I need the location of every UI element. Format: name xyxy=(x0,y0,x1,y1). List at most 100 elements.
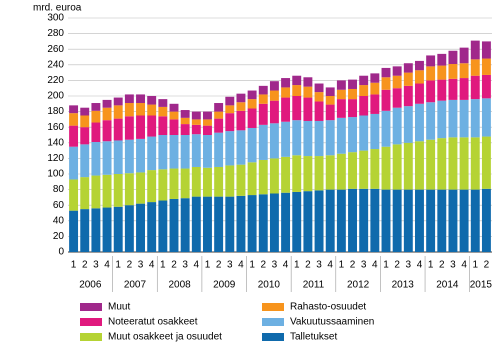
bar-segment xyxy=(225,196,235,252)
legend-swatch xyxy=(80,303,102,311)
x-tick-label: 3 xyxy=(361,260,367,271)
bar-segment xyxy=(470,40,480,60)
bar-segment xyxy=(269,100,279,124)
bar-segment xyxy=(303,156,313,192)
bar-segment xyxy=(437,138,447,190)
bar-segment xyxy=(303,86,313,98)
bar-segment xyxy=(269,158,279,194)
bar-segment xyxy=(225,165,235,197)
bar-segment xyxy=(124,116,134,140)
bar-segment xyxy=(281,78,291,88)
bar-segment xyxy=(214,118,224,133)
bar-segment xyxy=(158,135,168,170)
legend-label: Talletukset xyxy=(290,332,337,343)
bar-segment xyxy=(180,198,190,252)
bar-segment xyxy=(69,146,79,180)
x-tick-label: 2 xyxy=(439,260,445,271)
bar-segment xyxy=(225,96,235,106)
bar-segment xyxy=(392,75,402,89)
bar-segment xyxy=(69,179,79,211)
bar-segment xyxy=(448,99,458,138)
bar-segment xyxy=(426,189,436,252)
x-tick-label: 2 xyxy=(305,260,311,271)
x-tick-label: 1 xyxy=(249,260,255,271)
x-tick-label: 4 xyxy=(283,260,289,271)
bar-segment xyxy=(348,99,357,118)
bar-segment xyxy=(392,144,402,190)
bar-segment xyxy=(336,117,346,154)
bar-segment xyxy=(102,120,112,142)
bar-segment xyxy=(359,75,369,86)
bar-segment xyxy=(191,124,201,135)
x-tick-label: 2 xyxy=(127,260,133,271)
x-group-label: 2011 xyxy=(303,280,325,291)
bar-segment xyxy=(392,189,402,252)
bar-segment xyxy=(113,105,123,119)
bar-segment xyxy=(292,96,302,121)
bar-segment xyxy=(269,123,279,159)
bar-segment xyxy=(459,78,469,100)
bar-segment xyxy=(415,83,424,104)
bar-segment xyxy=(236,110,246,131)
x-tick-label: 2 xyxy=(216,260,222,271)
bar-segment xyxy=(370,82,380,95)
bar-segment xyxy=(80,127,90,145)
x-tick-label: 4 xyxy=(238,260,244,271)
y-tick-label: 0 xyxy=(58,247,64,258)
bar-segment xyxy=(91,122,101,143)
x-tick-label: 2 xyxy=(484,260,490,271)
x-group-label: 2013 xyxy=(392,280,415,291)
bar-segment xyxy=(147,115,157,137)
legend-swatch xyxy=(262,333,284,341)
bar-segment xyxy=(459,47,469,64)
bar-segment xyxy=(102,107,112,121)
bar-segment xyxy=(236,195,246,252)
bar-segment xyxy=(403,63,413,73)
bar-segment xyxy=(214,103,224,112)
bar-segment xyxy=(124,205,134,252)
bar-segment xyxy=(225,105,235,114)
x-tick-label: 2 xyxy=(260,260,266,271)
bar-segment xyxy=(158,106,168,117)
legend-swatch xyxy=(80,333,102,341)
bar-segment xyxy=(392,88,402,108)
x-tick-label: 1 xyxy=(472,260,478,271)
bar-segment xyxy=(448,50,458,65)
bar-segment xyxy=(281,121,291,157)
bar-segment xyxy=(348,79,357,89)
legend-label: Rahasto-osuudet xyxy=(290,302,366,313)
bar-segment xyxy=(203,167,212,197)
bar-segment xyxy=(102,207,112,252)
bar-segment xyxy=(359,85,369,96)
bar-segment xyxy=(403,85,413,107)
bar-segment xyxy=(303,191,313,252)
bar-segment xyxy=(191,166,201,197)
bar-segment xyxy=(169,168,179,199)
bar-segment xyxy=(415,60,424,71)
bar-segment xyxy=(459,63,469,79)
bar-segment xyxy=(214,166,224,197)
x-tick-label: 2 xyxy=(394,260,400,271)
bar-segment xyxy=(381,146,391,190)
bar-segment xyxy=(214,196,224,252)
y-tick-label: 80 xyxy=(53,184,65,195)
y-tick-label: 140 xyxy=(47,137,64,148)
bar-segment xyxy=(113,174,123,207)
bar-segment xyxy=(247,90,257,100)
bar-segment xyxy=(426,102,436,140)
bar-segment xyxy=(214,111,224,119)
bar-segment xyxy=(403,106,413,143)
bar-segment xyxy=(203,196,212,252)
y-tick-label: 300 xyxy=(47,13,64,24)
bar-segment xyxy=(180,168,190,199)
bar-segment xyxy=(80,144,90,178)
bar-segment xyxy=(348,188,357,252)
bar-segment xyxy=(247,195,257,252)
legend-label: Muut xyxy=(108,302,130,313)
bar-segment xyxy=(269,90,279,101)
bar-segment xyxy=(437,79,447,101)
bar-segment xyxy=(180,110,190,118)
x-tick-label: 1 xyxy=(339,260,345,271)
bar-segment xyxy=(370,94,380,114)
x-tick-label: 1 xyxy=(115,260,121,271)
